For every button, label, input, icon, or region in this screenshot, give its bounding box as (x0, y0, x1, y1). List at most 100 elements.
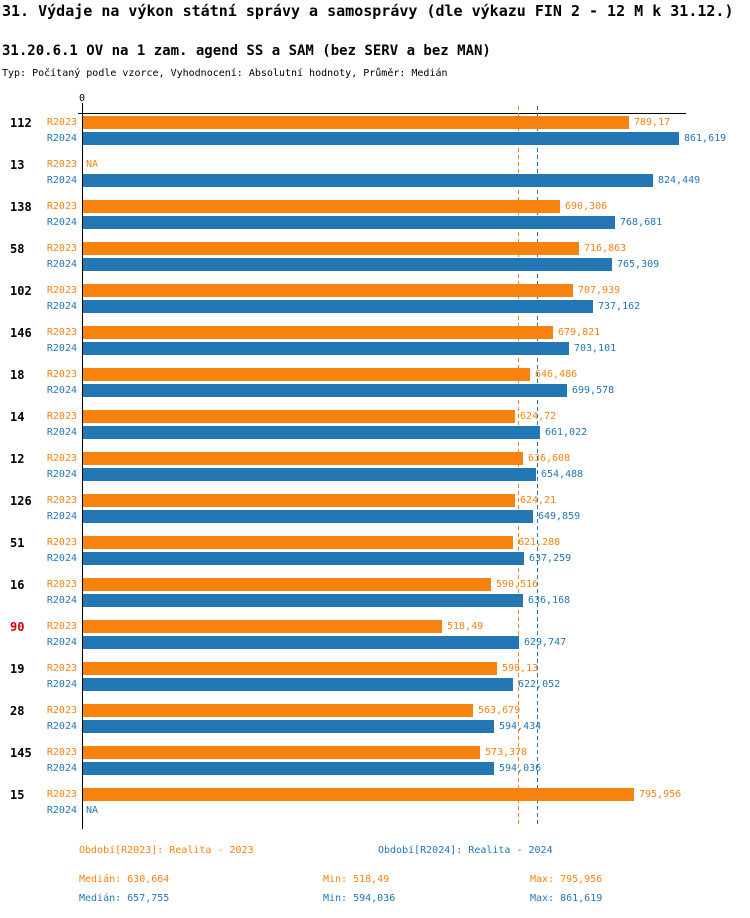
bar-r2023 (83, 368, 530, 381)
median-line-r2023 (518, 106, 519, 827)
bar-r2024 (83, 594, 523, 607)
stat-median-r2024: Medián: 657,755 (79, 893, 170, 904)
series-label-r2024: R2024 (46, 721, 77, 732)
category-label: 138 (10, 200, 32, 214)
series-label-r2024: R2024 (46, 469, 77, 480)
value-label-r2024: 594,434 (499, 721, 542, 732)
series-label-r2023: R2023 (46, 663, 77, 674)
bar-r2023 (83, 284, 573, 297)
bar-r2023 (83, 662, 497, 675)
category-label: 12 (10, 452, 25, 466)
stat-max-r2024: Max: 861,619 (530, 893, 603, 904)
value-label-r2024: 768,681 (620, 217, 663, 228)
value-label-r2023: 707,939 (578, 285, 621, 296)
value-label-r2023: 795,956 (639, 789, 682, 800)
value-label-r2023: 624,72 (520, 411, 557, 422)
category-label: 28 (10, 704, 25, 718)
value-label-r2024: 699,578 (572, 385, 615, 396)
value-label-r2024: 622,052 (518, 679, 561, 690)
series-label-r2023: R2023 (46, 537, 77, 548)
series-label-r2023: R2023 (46, 453, 77, 464)
value-label-r2023: 646,486 (535, 369, 578, 380)
bar-r2023 (83, 452, 523, 465)
stat-max-r2023: Max: 795,956 (530, 874, 603, 885)
bar-r2023 (83, 620, 442, 633)
value-label-r2024: 765,309 (617, 259, 660, 270)
value-label-r2023: 690,306 (565, 201, 608, 212)
value-label-r2024: 594,036 (499, 763, 542, 774)
series-label-r2024: R2024 (46, 217, 77, 228)
bar-r2024 (83, 342, 569, 355)
axis-zero-tick-label: 0 (78, 93, 86, 104)
value-label-r2023: 621,288 (518, 537, 561, 548)
bar-r2024 (83, 258, 612, 271)
bar-r2023 (83, 116, 629, 129)
category-label: 126 (10, 494, 32, 508)
category-label: 146 (10, 326, 32, 340)
value-label-r2024: 737,162 (598, 301, 641, 312)
series-label-r2024: R2024 (46, 175, 77, 186)
series-label-r2023: R2023 (46, 747, 77, 758)
bar-r2023 (83, 578, 491, 591)
value-label-r2023: 679,821 (558, 327, 601, 338)
bar-r2024 (83, 720, 494, 733)
bar-r2023 (83, 704, 473, 717)
indicator-subtitle: 31.20.6.1 OV na 1 zam. agend SS a SAM (b… (2, 43, 491, 59)
bar-r2023 (83, 326, 553, 339)
series-label-r2024: R2024 (46, 511, 77, 522)
value-label-r2024: 637,259 (529, 553, 572, 564)
series-label-r2024: R2024 (46, 553, 77, 564)
value-label-r2023: 789,17 (634, 117, 671, 128)
category-label: 13 (10, 158, 25, 172)
bar-r2023 (83, 788, 634, 801)
value-label-r2024: 654,488 (541, 469, 584, 480)
bar-r2024 (83, 468, 536, 481)
series-label-r2023: R2023 (46, 369, 77, 380)
series-label-r2023: R2023 (46, 789, 77, 800)
median-line-r2024 (537, 106, 538, 827)
category-label: 15 (10, 788, 25, 802)
series-label-r2023: R2023 (46, 117, 77, 128)
series-label-r2023: R2023 (46, 621, 77, 632)
value-label-r2024: 629,747 (524, 637, 567, 648)
series-label-r2023: R2023 (46, 579, 77, 590)
category-label: 112 (10, 116, 32, 130)
bar-r2024 (83, 384, 567, 397)
series-label-r2024: R2024 (46, 427, 77, 438)
series-label-r2024: R2024 (46, 133, 77, 144)
series-label-r2023: R2023 (46, 411, 77, 422)
bar-r2023 (83, 746, 480, 759)
series-label-r2024: R2024 (46, 637, 77, 648)
bar-r2024 (83, 510, 533, 523)
series-label-r2024: R2024 (46, 595, 77, 606)
value-label-r2023: 518,49 (447, 621, 484, 632)
series-label-r2023: R2023 (46, 327, 77, 338)
bar-r2023 (83, 200, 560, 213)
category-label: 58 (10, 242, 25, 256)
value-label-r2023: 590,516 (496, 579, 538, 591)
axis-left-line (82, 113, 83, 829)
bar-r2023 (83, 242, 579, 255)
axis-zero-tick (82, 103, 83, 114)
bar-r2024 (83, 426, 540, 439)
na-label-r2024: NA (86, 805, 99, 816)
axis-top-line (78, 113, 686, 114)
series-label-r2024: R2024 (46, 679, 77, 690)
bar-r2023 (83, 410, 515, 423)
bar-r2024 (83, 636, 519, 649)
value-label-r2024: 636,168 (528, 595, 571, 606)
series-label-r2024: R2024 (46, 259, 77, 270)
bar-r2024 (83, 552, 524, 565)
stat-median-r2023: Medián: 630,664 (79, 874, 170, 885)
value-label-r2024: 661,022 (545, 427, 588, 438)
value-label-r2023: 636,608 (528, 453, 571, 464)
series-label-r2024: R2024 (46, 805, 77, 816)
legend-r2023-label: Období[R2023]: Realita - 2023 (79, 845, 254, 856)
series-label-r2023: R2023 (46, 243, 77, 254)
series-label-r2023: R2023 (46, 159, 77, 170)
value-label-r2023: 563,679 (478, 705, 521, 716)
series-label-r2024: R2024 (46, 385, 77, 396)
bar-r2024 (83, 174, 653, 187)
value-label-r2024: 824,449 (658, 175, 701, 186)
value-label-r2023: 598,13 (502, 663, 539, 674)
